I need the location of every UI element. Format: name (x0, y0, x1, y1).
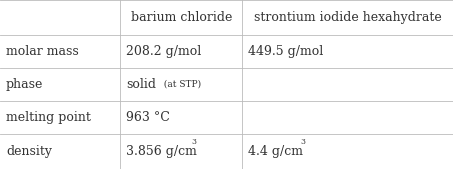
Text: melting point: melting point (6, 111, 91, 124)
Text: 4.4 g/cm: 4.4 g/cm (248, 145, 303, 158)
Text: (at STP): (at STP) (159, 80, 202, 89)
Text: 449.5 g/mol: 449.5 g/mol (248, 45, 323, 58)
Text: 3: 3 (300, 138, 305, 147)
Text: solid: solid (126, 78, 156, 91)
Text: barium chloride: barium chloride (130, 11, 232, 24)
Text: 3.856 g/cm: 3.856 g/cm (126, 145, 197, 158)
Text: molar mass: molar mass (6, 45, 79, 58)
Text: strontium iodide hexahydrate: strontium iodide hexahydrate (254, 11, 442, 24)
Text: density: density (6, 145, 52, 158)
Text: 963 °C: 963 °C (126, 111, 170, 124)
Text: phase: phase (6, 78, 43, 91)
Text: 3: 3 (191, 138, 196, 147)
Text: 208.2 g/mol: 208.2 g/mol (126, 45, 201, 58)
